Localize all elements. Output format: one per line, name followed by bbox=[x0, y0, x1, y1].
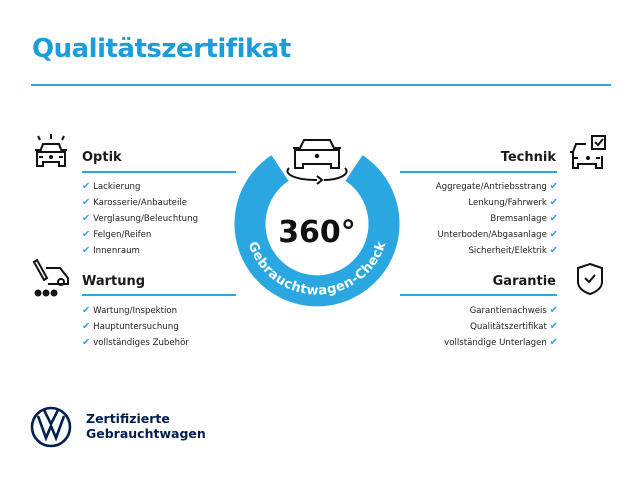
check-icon: ✔ bbox=[82, 337, 91, 348]
list-item: Garantienachweis ✔ bbox=[469, 305, 558, 316]
check-icon: ✔ bbox=[549, 305, 558, 316]
check-icon: ✔ bbox=[549, 337, 558, 348]
list-item: Unterboden/Abgasanlage ✔ bbox=[437, 229, 559, 240]
check-icon: ✔ bbox=[549, 245, 558, 256]
list-item: Lenkung/Fahrwerk ✔ bbox=[468, 197, 558, 208]
technik-list: Aggregate/Antriebsstrang ✔ Lenkung/Fahrw… bbox=[436, 179, 558, 259]
list-item: Sicherheit/Elektrik ✔ bbox=[468, 245, 558, 256]
technik-heading: Technik bbox=[500, 150, 556, 165]
garantie-divider bbox=[400, 294, 557, 296]
list-item: ✔ Wartung/Inspektion bbox=[82, 305, 178, 316]
wartung-heading: Wartung bbox=[82, 274, 146, 289]
list-item: ✔ Felgen/Reifen bbox=[82, 229, 152, 240]
service-tools-icon bbox=[32, 258, 69, 297]
garantie-heading: Garantie bbox=[492, 274, 556, 289]
check-icon: ✔ bbox=[549, 181, 558, 192]
car-checkbox-icon bbox=[570, 135, 606, 169]
shield-check-icon bbox=[577, 262, 603, 296]
wartung-list: ✔ Wartung/Inspektion ✔ Hauptuntersuchung… bbox=[82, 303, 189, 351]
360-check-badge: 360° Gebrauchtwagen-Check bbox=[234, 139, 400, 307]
title-divider bbox=[31, 84, 611, 86]
check-icon: ✔ bbox=[549, 321, 558, 332]
technik-divider bbox=[400, 171, 557, 173]
brand-line-1: Zertifizierte bbox=[86, 411, 170, 426]
badge-ring bbox=[234, 155, 400, 307]
check-icon: ✔ bbox=[82, 197, 91, 208]
list-item: Qualitätszertifikat ✔ bbox=[470, 321, 558, 332]
list-item: Aggregate/Antriebsstrang ✔ bbox=[435, 181, 558, 192]
optik-divider bbox=[82, 171, 236, 173]
list-item: Bremsanlage ✔ bbox=[490, 213, 558, 224]
check-icon: ✔ bbox=[549, 229, 558, 240]
check-icon: ✔ bbox=[82, 321, 91, 332]
car-rotate-icon bbox=[286, 139, 348, 185]
list-item: ✔ Lackierung bbox=[82, 181, 141, 192]
list-item: ✔ Innenraum bbox=[82, 245, 140, 256]
wartung-divider bbox=[82, 294, 236, 296]
page-title: Qualitätszertifikat bbox=[32, 34, 291, 64]
check-icon: ✔ bbox=[82, 213, 91, 224]
optik-list: ✔ Lackierung ✔ Karosserie/Anbauteile ✔ V… bbox=[82, 179, 198, 259]
badge-value: 360° bbox=[278, 215, 356, 250]
check-icon: ✔ bbox=[82, 245, 91, 256]
check-icon: ✔ bbox=[82, 181, 91, 192]
brand-text: Zertifizierte Gebrauchtwagen bbox=[86, 411, 206, 441]
list-item: ✔ Hauptuntersuchung bbox=[82, 321, 179, 332]
list-item: ✔ Karosserie/Anbauteile bbox=[82, 197, 188, 208]
check-icon: ✔ bbox=[82, 229, 91, 240]
check-icon: ✔ bbox=[549, 213, 558, 224]
list-item: vollständige Unterlagen ✔ bbox=[444, 337, 558, 348]
list-item: ✔ vollständiges Zubehör bbox=[82, 337, 189, 348]
check-icon: ✔ bbox=[82, 305, 91, 316]
car-lights-icon bbox=[35, 134, 67, 167]
brand-line-2: Gebrauchtwagen bbox=[86, 426, 206, 441]
check-icon: ✔ bbox=[549, 197, 558, 208]
optik-heading: Optik bbox=[82, 150, 122, 165]
list-item: ✔ Verglasung/Beleuchtung bbox=[82, 213, 199, 224]
garantie-list: Garantienachweis ✔ Qualitätszertifikat ✔… bbox=[444, 303, 558, 351]
vw-logo bbox=[30, 406, 72, 448]
